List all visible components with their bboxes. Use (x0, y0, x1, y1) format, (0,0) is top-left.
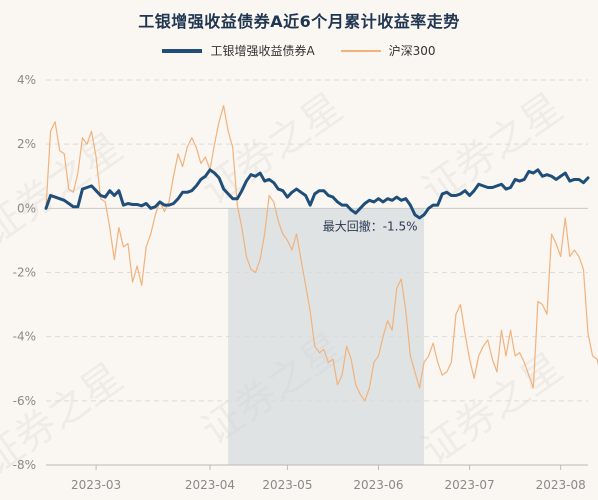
series-line-hs300 (45, 105, 598, 402)
legend: 工银增强收益债券A 沪深300 (0, 42, 598, 59)
legend-swatch-fund (162, 48, 203, 53)
legend-label-index: 沪深300 (388, 44, 436, 58)
watermark-text: 证券之星 (414, 85, 571, 214)
legend-label-fund: 工银增强收益债券A (210, 44, 315, 58)
chart-title: 工银增强收益债券A近6个月累计收益率走势 (138, 12, 460, 31)
y-tick-label: 0% (17, 201, 36, 215)
x-tick-label: 2023-05 (262, 478, 312, 492)
y-tick-label: 2% (17, 137, 36, 151)
legend-item-index[interactable]: 沪深300 (340, 42, 436, 59)
watermark-text: 证券之星 (414, 345, 571, 474)
y-tick-label: 4% (17, 73, 36, 87)
legend-swatch-index (340, 49, 381, 52)
x-tick-label: 2023-08 (536, 478, 586, 492)
drawdown-label: 最大回撤：-1.5% (323, 218, 418, 233)
y-tick-label: -2% (13, 266, 36, 280)
legend-item-fund[interactable]: 工银增强收益债券A (162, 42, 315, 59)
x-tick-label: 2023-07 (445, 478, 495, 492)
y-tick-label: -8% (13, 458, 36, 472)
x-tick-label: 2023-04 (185, 478, 235, 492)
y-tick-label: -4% (13, 330, 36, 344)
series-line-fund (44, 168, 590, 220)
x-tick-label: 2023-03 (71, 478, 121, 492)
y-tick-label: -6% (13, 394, 36, 408)
x-tick-label: 2023-06 (353, 478, 403, 492)
